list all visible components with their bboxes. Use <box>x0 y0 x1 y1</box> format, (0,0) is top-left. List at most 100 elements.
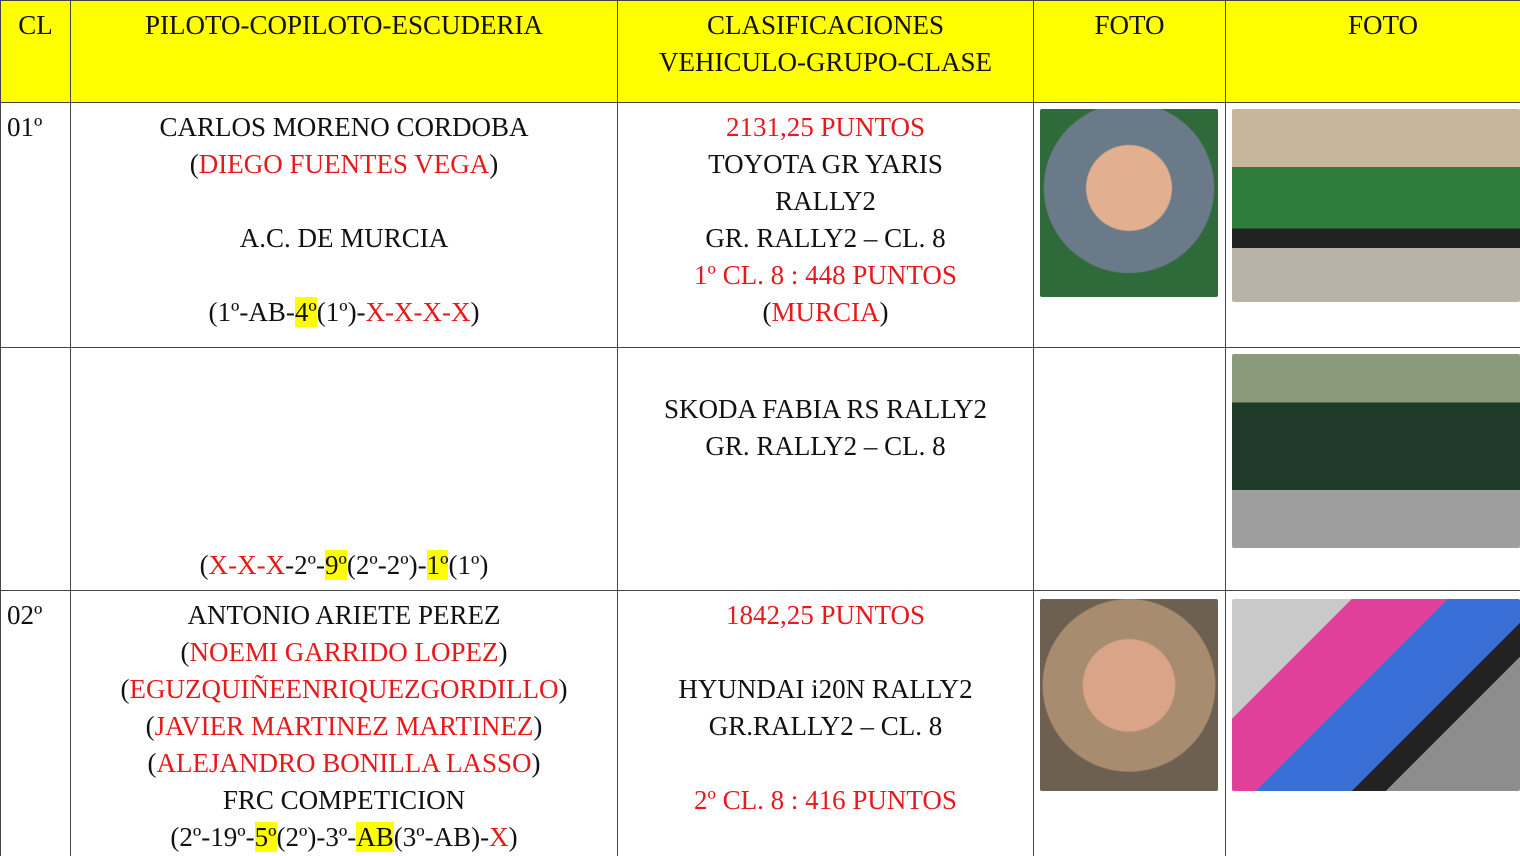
photo-cell <box>1033 347 1226 591</box>
cl: 02º <box>7 600 43 630</box>
text-line: (1º-AB-4º(1º)-X-X-X-X) <box>77 294 611 331</box>
text-line <box>624 354 1027 391</box>
header-text: CL <box>18 10 53 40</box>
header-cell: FOTO <box>1033 0 1226 103</box>
text-segment: 1º CL. 8 : 448 PUNTOS <box>694 260 957 290</box>
text-segment: MURCIA <box>771 297 880 327</box>
driver-photo <box>1040 599 1218 791</box>
text-line <box>624 634 1027 671</box>
text-segment: ( <box>120 674 130 704</box>
text-line: (X-X-X-2º-9º(2º-2º)-1º(1º) <box>77 547 611 584</box>
text-segment: ANTONIO ARIETE PEREZ <box>187 600 501 630</box>
text-segment: ( <box>189 149 199 179</box>
text-segment: ( <box>762 297 772 327</box>
clasif-cell: SKODA FABIA RS RALLY2 GR. RALLY2 – CL. 8 <box>617 347 1034 591</box>
text-segment: CARLOS MORENO CORDOBA <box>159 112 529 142</box>
car-photo <box>1232 109 1520 302</box>
text-line <box>624 745 1027 782</box>
text-segment: (2º-19º- <box>170 822 255 852</box>
text-segment: AB <box>356 822 394 852</box>
text-line: 1º CL. 8 : 448 PUNTOS <box>624 257 1027 294</box>
header-cell: CL <box>0 0 71 103</box>
text-segment: A.C. DE MURCIA <box>239 223 449 253</box>
cl-cell: 01º <box>0 102 71 348</box>
text-segment: (2º)-3º- <box>276 822 357 852</box>
header-cell: FOTO <box>1225 0 1520 103</box>
text-line: GR.RALLY2 – CL. 8 <box>624 708 1027 745</box>
text-segment: 1º <box>426 550 449 580</box>
text-segment: ) <box>508 822 518 852</box>
text-line: A.C. DE MURCIA <box>77 220 611 257</box>
text-line: 1842,25 PUNTOS <box>624 597 1027 634</box>
cl-cell: 02º <box>0 590 71 856</box>
text-segment: EGUZQUIÑEENRIQUEZGORDILLO <box>129 674 559 704</box>
header-cell: CLASIFICACIONES VEHICULO-GRUPO-CLASE <box>617 0 1034 103</box>
text-segment: ) <box>879 297 889 327</box>
text-segment: TOYOTA GR YARIS <box>708 149 943 179</box>
text-segment: SKODA FABIA RS RALLY2 <box>663 394 988 424</box>
text-segment: X <box>489 822 509 852</box>
piloto-cell: (X-X-X-2º-9º(2º-2º)-1º(1º) <box>70 347 618 591</box>
header-text: FOTO <box>1094 10 1165 40</box>
text-segment: ) <box>489 149 499 179</box>
text-segment: 1842,25 PUNTOS <box>725 600 926 630</box>
text-segment: GR. RALLY2 – CL. 8 <box>705 431 946 461</box>
text-segment: FRC COMPETICION <box>222 785 466 815</box>
text-line <box>77 183 611 220</box>
clasif-cell: 1842,25 PUNTOS HYUNDAI i20N RALLY2 GR.RALL… <box>617 590 1034 856</box>
text-segment: RALLY2 <box>775 186 876 216</box>
driver-photo <box>1040 109 1218 297</box>
text-segment: GR. RALLY2 – CL. 8 <box>705 223 946 253</box>
text-line: (MURCIA) <box>624 294 1027 331</box>
text-segment: NOEMI GARRIDO LOPEZ <box>189 637 499 667</box>
text-line: 2º CL. 8 : 416 PUNTOS <box>624 782 1027 819</box>
text-line: GR. RALLY2 – CL. 8 <box>624 220 1027 257</box>
text-line: HYUNDAI i20N RALLY2 <box>624 671 1027 708</box>
text-line: ANTONIO ARIETE PEREZ <box>77 597 611 634</box>
text-segment: (1º-AB- <box>208 297 295 327</box>
header-row: CL PILOTO-COPILOTO-ESCUDERIA CLASIFICACION… <box>0 0 1520 103</box>
text-segment: DIEGO FUENTES VEGA <box>198 149 490 179</box>
text-segment: ) <box>470 297 480 327</box>
text-segment: X-X-X-X <box>365 297 471 327</box>
text-segment: HYUNDAI i20N RALLY2 <box>678 674 973 704</box>
text-segment: ( <box>199 550 209 580</box>
text-segment: ) <box>531 748 541 778</box>
text-segment: -2º- <box>285 550 325 580</box>
text-line: 2131,25 PUNTOS <box>624 109 1027 146</box>
header-text: FOTO <box>1347 10 1419 40</box>
clasif-cell: 2131,25 PUNTOS TOYOTA GR YARIS RALLY2 GR. R… <box>617 102 1034 348</box>
text-line: RALLY2 <box>624 183 1027 220</box>
text-line: CARLOS MORENO CORDOBA <box>77 109 611 146</box>
text-line: (DIEGO FUENTES VEGA) <box>77 146 611 183</box>
text-line: FRC COMPETICION <box>77 782 611 819</box>
text-line: SKODA FABIA RS RALLY2 <box>624 391 1027 428</box>
text-segment: JAVIER MARTINEZ MARTINEZ <box>154 711 534 741</box>
text-line: (JAVIER MARTINEZ MARTINEZ) <box>77 708 611 745</box>
text-segment: (1º)- <box>316 297 366 327</box>
text-segment: ) <box>533 711 543 741</box>
text-line: (EGUZQUIÑEENRIQUEZGORDILLO) <box>77 671 611 708</box>
piloto-cell: CARLOS MORENO CORDOBA (DIEGO FUENTES VEGA… <box>70 102 618 348</box>
text-line: (2º-19º-5º(2º)-3º-AB(3º-AB)-X) <box>77 819 611 856</box>
header-text: PILOTO-COPILOTO-ESCUDERIA <box>145 10 543 40</box>
text-segment: 9º <box>325 550 347 580</box>
text-line: (NOEMI GARRIDO LOPEZ) <box>77 634 611 671</box>
text-segment: ( <box>147 748 157 778</box>
text-segment: ( <box>145 711 155 741</box>
car-photo <box>1232 599 1520 791</box>
header-text: VEHICULO-GRUPO-CLASE <box>659 47 992 77</box>
cl: 01º <box>7 112 43 142</box>
text-segment: 5º <box>254 822 277 852</box>
text-line <box>77 257 611 294</box>
text-line: (ALEJANDRO BONILLA LASSO) <box>77 745 611 782</box>
cl-cell <box>0 347 71 591</box>
header-text: CLASIFICACIONES <box>706 10 945 40</box>
text-segment: GR.RALLY2 – CL. 8 <box>708 711 943 741</box>
text-segment: (2º-2º)- <box>346 550 427 580</box>
piloto-cell: ANTONIO ARIETE PEREZ (NOEMI GARRIDO LOPEZ… <box>70 590 618 856</box>
text-line: GR. RALLY2 – CL. 8 <box>624 428 1027 465</box>
text-segment: (1º) <box>448 550 489 580</box>
text-segment: X-X-X <box>208 550 286 580</box>
